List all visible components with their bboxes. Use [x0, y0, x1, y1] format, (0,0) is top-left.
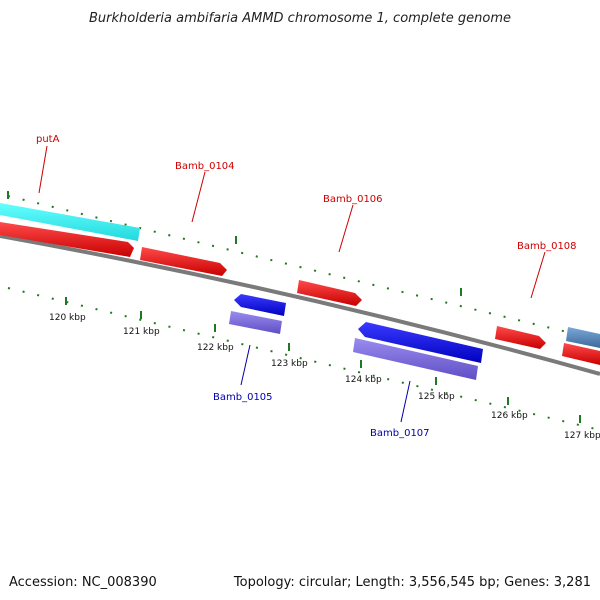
feature-bamb-0104[interactable]: [140, 247, 227, 276]
feature-bamb-0107-rna[interactable]: [353, 338, 478, 380]
tick-label-120: 120 kbp: [49, 313, 86, 323]
tick-label-127: 127 kbp: [564, 431, 600, 441]
gene-label-bamb-0108: Bamb_0108: [517, 241, 577, 252]
gene-label-bamb-0105: Bamb_0105: [213, 392, 273, 403]
tick-label-125: 125 kbp: [418, 392, 455, 402]
tick-label-126: 126 kbp: [491, 411, 528, 421]
feature-putA[interactable]: [0, 222, 134, 257]
map-title: Burkholderia ambifaria AMMD chromosome 1…: [89, 11, 511, 26]
tick-label-123: 123 kbp: [271, 359, 308, 369]
feature-bamb-0106[interactable]: [297, 280, 362, 306]
genome-summary-text: Topology: circular; Length: 3,556,545 bp…: [233, 575, 591, 590]
tick-label-121: 121 kbp: [123, 327, 160, 337]
feature-steelblue[interactable]: [566, 327, 600, 348]
gene-label-bamb-0104: Bamb_0104: [175, 161, 235, 172]
tick-label-124: 124 kbp: [345, 375, 382, 385]
genome-backbone: [0, 234, 600, 376]
inner-major-ticks: [65, 297, 581, 423]
outer-major-ticks: [7, 191, 462, 296]
accession-text: Accession: NC_008390: [9, 575, 157, 590]
tick-label-122: 122 kbp: [197, 343, 234, 353]
feature-forward-edge[interactable]: [562, 343, 600, 365]
label-leaders: [38, 145, 546, 423]
gene-label-bamb-0107: Bamb_0107: [370, 428, 430, 439]
gene-label-putA: putA: [36, 134, 60, 145]
feature-bamb-0105[interactable]: [234, 294, 286, 316]
feature-bamb-0107[interactable]: [358, 322, 483, 363]
feature-cyan[interactable]: [0, 203, 140, 241]
outer-tick-row: [7, 195, 600, 341]
gene-label-bamb-0106: Bamb_0106: [323, 194, 383, 205]
feature-bamb-0105-rna[interactable]: [229, 311, 282, 334]
feature-bamb-0108[interactable]: [495, 326, 546, 349]
